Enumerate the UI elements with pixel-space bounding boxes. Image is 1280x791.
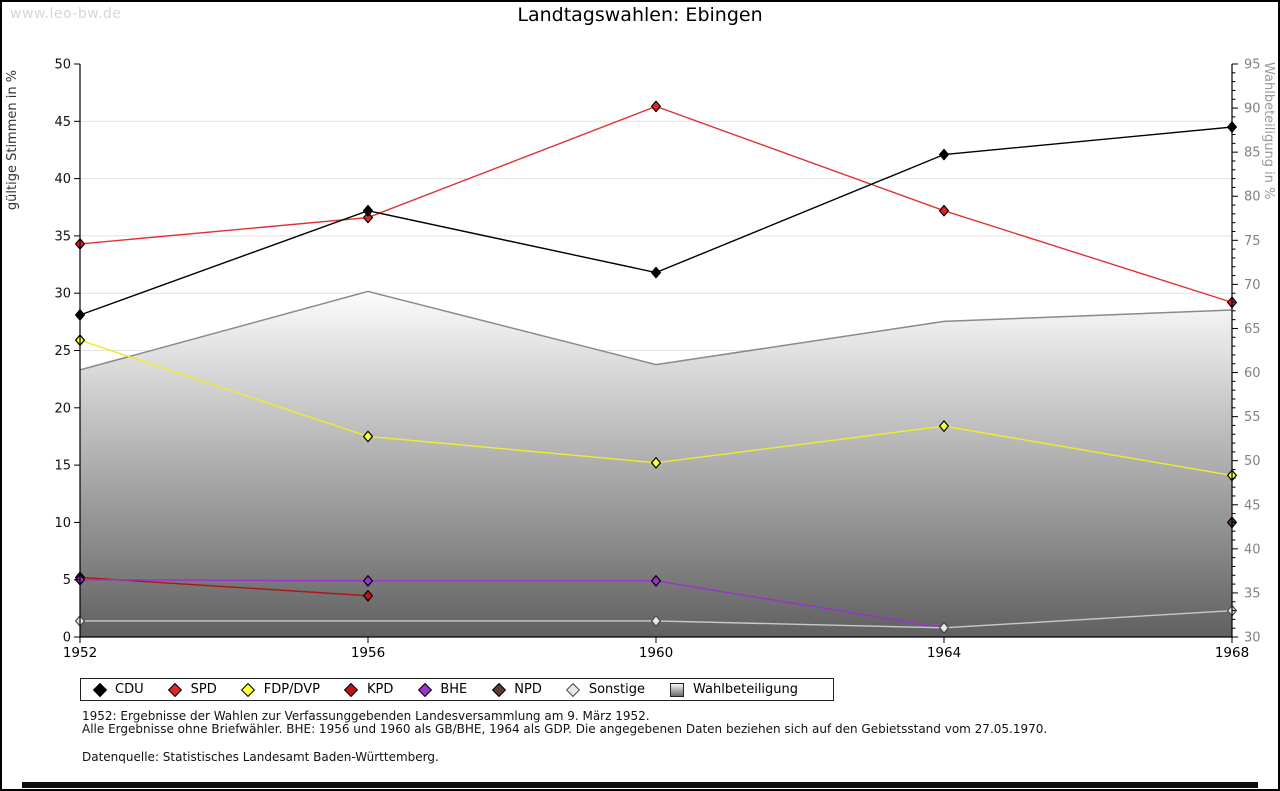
legend-label-npd: NPD [514,682,542,697]
right-tick-label: 60 [1244,366,1261,381]
right-tick-label: 50 [1244,454,1261,469]
legend-label-kpd: KPD [366,682,394,697]
legend-square-icon-wahlbeteiligung [670,682,685,697]
right-tick-label: 45 [1244,498,1261,513]
marker-spd [363,211,373,224]
x-tick-label: 1960 [639,645,673,661]
watermark: www.leo-bw.de [10,6,122,22]
marker-bhe [363,575,373,587]
right-tick-label: 95 [1244,58,1261,73]
left-axis-title: gültige Stimmen in % [5,70,20,210]
x-tick-label: 1952 [63,645,97,661]
legend-label-sonstige: Sonstige [588,682,646,697]
bottom-bar [22,782,1258,788]
legend-item-fdp-dvp: FDP/DVP [241,682,320,697]
legend-item-bhe: BHE [417,682,468,697]
right-tick-label: 85 [1244,146,1261,161]
left-tick-label: 0 [63,631,71,646]
left-tick-label: 5 [63,573,71,588]
right-tick-label: 40 [1244,542,1261,557]
legend-diamond-icon-cdu [92,682,107,697]
marker-cdu [939,148,949,161]
footnote-line-1: 1952: Ergebnisse der Wahlen zur Verfassu… [82,709,650,723]
footnote-source: Datenquelle: Statistisches Landesamt Bad… [82,750,439,764]
series-line-cdu [79,126,1233,316]
footnote-line-2: Alle Ergebnisse ohne Briefwähler. BHE: 1… [82,722,1048,736]
left-tick-label: 20 [54,401,71,416]
marker-bhe [651,575,661,587]
wahlbeteiligung-line [79,290,1233,371]
right-tick-label: 80 [1244,190,1261,205]
page-title: Landtagswahlen: Ebingen [517,4,763,26]
legend: CDU SPD FDP/DVP KPD BHE NPD Sonstige Wahlbeteil… [80,678,834,701]
legend-label-fdp-dvp: FDP/DVP [263,682,320,697]
marker-cdu [363,204,373,217]
legend-diamond-icon-kpd [344,682,359,697]
right-tick-label: 30 [1244,631,1261,646]
right-tick-label: 65 [1244,322,1261,337]
legend-diamond-icon-fdp-dvp [241,682,256,697]
marker-fdp-dvp [939,420,949,432]
chart-canvas: gültige Stimmen in % Wahlbeteiligung in … [5,58,1276,662]
right-tick-label: 35 [1244,586,1261,601]
left-tick-label: 35 [54,229,71,244]
legend-label-spd: SPD [190,682,217,697]
legend-label-wahlbeteiligung: Wahlbeteiligung [693,682,799,697]
left-tick-label: 30 [54,287,71,302]
left-tick-label: 45 [54,115,71,130]
legend-label-cdu: CDU [115,682,144,697]
left-tick-label: 50 [54,58,71,73]
marker-sonstige [939,622,949,634]
left-tick-label: 25 [54,344,71,359]
legend-item-wahlbeteiligung: Wahlbeteiligung [670,682,798,697]
right-tick-label: 75 [1244,234,1261,249]
series-line-bhe [79,579,945,629]
marker-fdp-dvp [651,457,661,469]
marker-kpd [363,589,373,602]
right-tick-label: 70 [1244,278,1261,293]
right-axis-title: Wahlbeteiligung in % [1261,62,1276,199]
legend-diamond-icon-sonstige [566,682,581,697]
legend-item-kpd: KPD [344,682,394,697]
legend-item-npd: NPD [491,682,542,697]
legend-diamond-icon-spd [168,682,183,697]
x-tick-label: 1956 [351,645,385,661]
legend-item-cdu: CDU [92,682,144,697]
left-tick-label: 40 [54,172,71,187]
left-tick-label: 15 [54,459,71,474]
marker-spd [651,100,661,113]
legend-label-bhe: BHE [440,682,468,697]
legend-item-sonstige: Sonstige [566,682,646,697]
series-line-sonstige [80,609,1233,629]
right-tick-label: 90 [1244,102,1261,117]
legend-item-spd: SPD [168,682,217,697]
footnotes: 1952: Ergebnisse der Wahlen zur Verfassu… [82,710,1047,764]
x-tick-label: 1968 [1215,645,1249,661]
x-tick-label: 1964 [927,645,961,661]
legend-diamond-icon-bhe [417,682,432,697]
marker-spd [939,204,949,217]
marker-sonstige [651,615,661,627]
legend-diamond-icon-npd [491,682,506,697]
marker-fdp-dvp [363,430,373,443]
left-tick-label: 10 [54,516,71,531]
right-tick-label: 55 [1244,410,1261,425]
marker-cdu [651,266,661,279]
